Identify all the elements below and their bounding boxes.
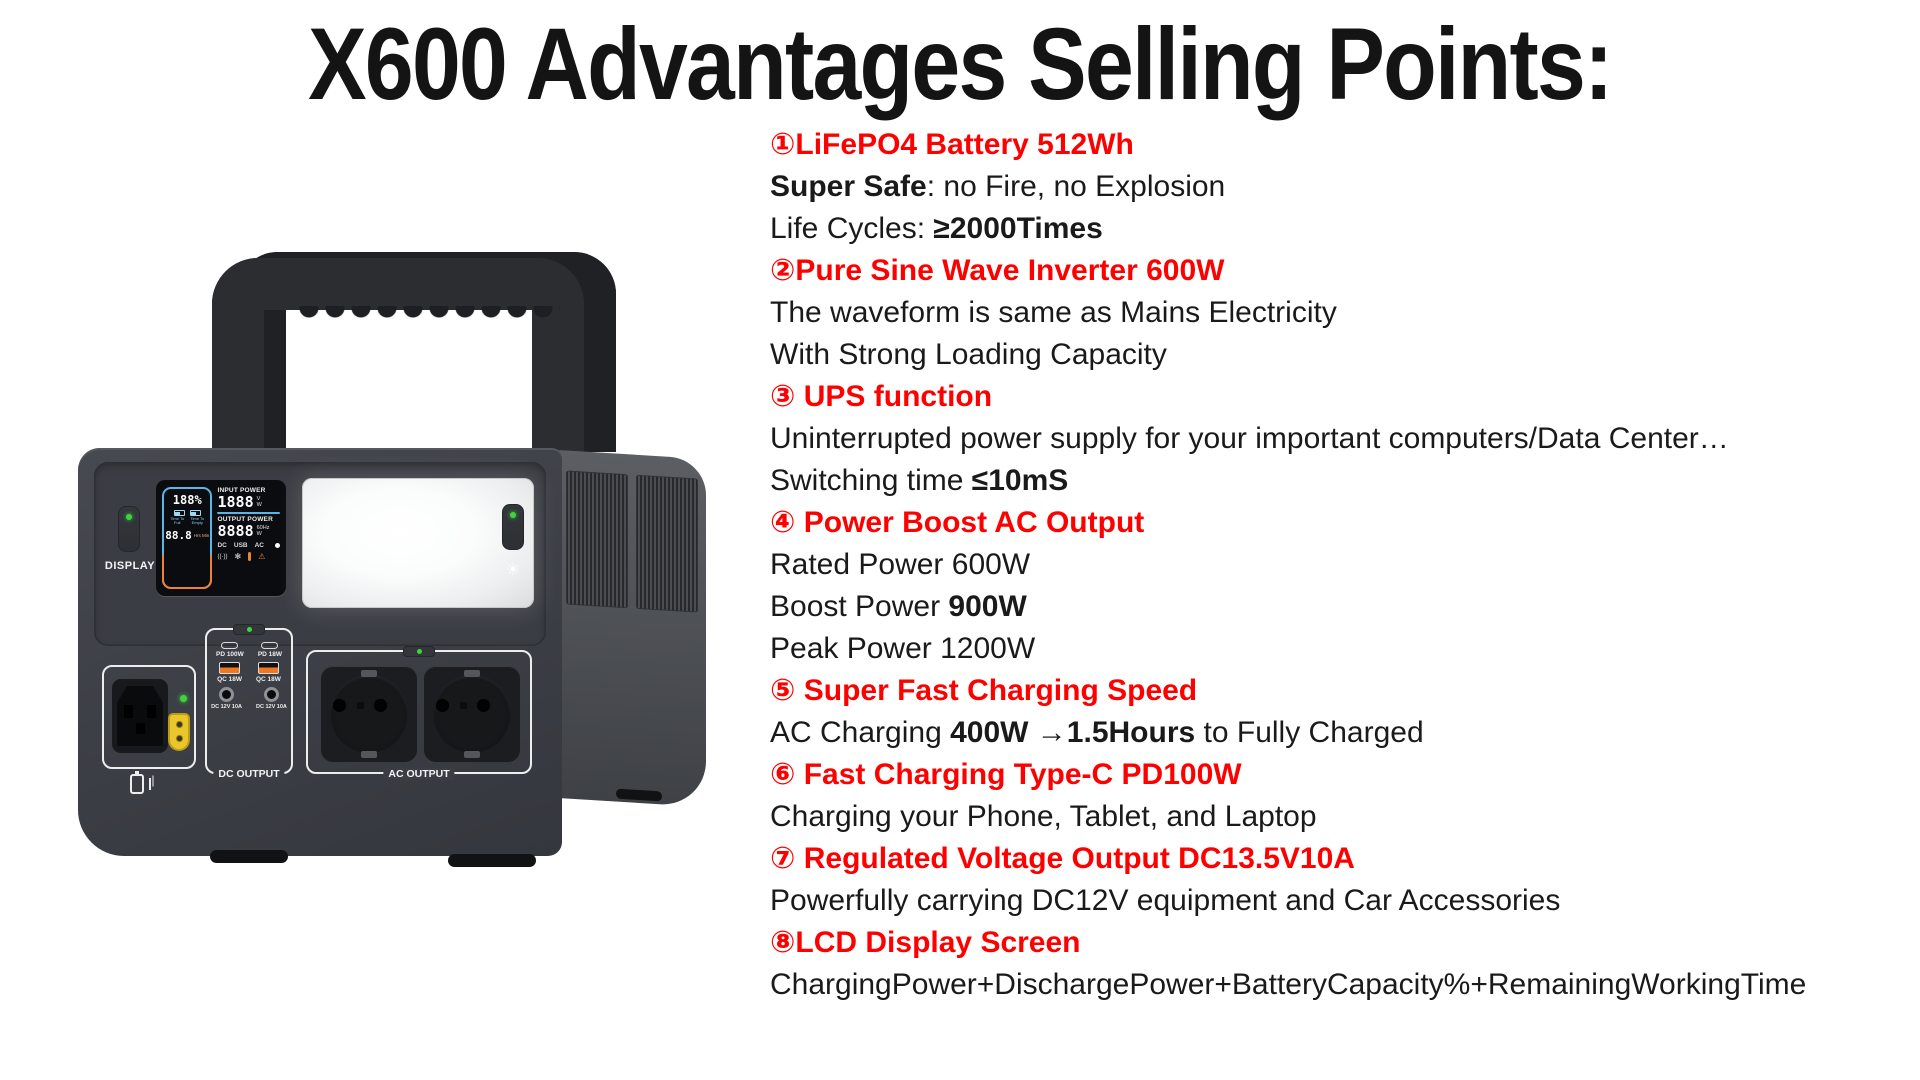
wireless-signal-icon: ((·)) (217, 553, 228, 560)
input-power-units: V W (256, 496, 262, 508)
dc-output-section-label: DC OUTPUT (213, 768, 285, 780)
vent-grille (566, 470, 628, 609)
handle-grip-ridges (296, 306, 560, 321)
portable-power-station-image: DISPLAY 188% Time To Full Time To Empty … (60, 250, 740, 875)
remaining-time-value: 88.8 (165, 529, 192, 542)
device-foot (210, 850, 288, 863)
battery-gauge: 188% Time To Full Time To Empty 88.8 Hrs… (162, 487, 213, 589)
ac-output-led-button (403, 646, 435, 657)
selling-point-line: Life Cycles: ≥2000Times (770, 212, 1103, 245)
selling-point-line: With Strong Loading Capacity (770, 338, 1167, 371)
selling-point-line: Switching time ≤10mS (770, 464, 1069, 497)
ac-output-section-label: AC OUTPUT (383, 768, 455, 780)
time-to-full-label: Time To Full (170, 516, 185, 525)
port-label: QC 18W (217, 676, 242, 683)
selling-point-line: Powerfully carrying DC12V equipment and … (770, 884, 1561, 917)
battery-percent: 188% (172, 493, 202, 507)
selling-point-line: ⑧LCD Display Screen (770, 926, 1081, 959)
time-to-empty-label: Time To Empty (190, 516, 205, 525)
page-title-wrap: X600 Advantages Selling Points: (0, 6, 1920, 123)
display-button-label: DISPLAY (104, 560, 156, 572)
page-title: X600 Advantages Selling Points: (308, 7, 1613, 121)
lcd-divider (217, 512, 280, 514)
selling-point-line: ④ Power Boost AC Output (770, 506, 1145, 539)
selling-point-line: Rated Power 600W (770, 548, 1031, 581)
remaining-time-units: Hrs Min (193, 533, 210, 538)
schuko-socket (424, 666, 520, 762)
selling-point-line: ①LiFePO4 Battery 512Wh (770, 128, 1134, 161)
selling-point-line: ③ UPS function (770, 380, 993, 413)
selling-point-line: ⑦ Regulated Voltage Output DC13.5V10A (770, 842, 1355, 875)
warning-triangle-icon: ⚠ (258, 551, 266, 561)
selling-point-line: Charging your Phone, Tablet, and Laptop (770, 800, 1317, 833)
mode-ac-label: AC (254, 542, 264, 549)
mode-usb-label: USB (233, 542, 248, 549)
dc-barrel-jack (263, 687, 279, 702)
led-light-panel (302, 478, 534, 608)
device-front-panel: DISPLAY 188% Time To Full Time To Empty … (78, 448, 562, 856)
xt60-connector (168, 713, 190, 751)
usb-a-port (219, 662, 241, 674)
carry-handle (212, 258, 584, 458)
thermometer-icon (248, 552, 252, 561)
light-bulb-icon: ☀ (505, 562, 521, 579)
output-power-value: 8888 (217, 522, 254, 540)
port-label: DC 12V 10A (211, 704, 242, 710)
port-label: QC 18W (256, 676, 281, 683)
selling-point-line: Super Safe: no Fire, no Explosion (770, 170, 1226, 203)
device-foot (448, 854, 536, 867)
usb-c-port (221, 642, 239, 649)
dc-barrel-jack (219, 687, 235, 702)
port-label: DC 12V 10A (256, 704, 287, 710)
output-power-units: 60Hz W (256, 525, 270, 537)
mode-dc-label: DC (217, 542, 227, 549)
schuko-socket (321, 666, 417, 762)
selling-point-line: The waveform is same as Mains Electricit… (770, 296, 1337, 329)
display-button (118, 506, 140, 552)
selling-point-line: ChargingPower+DischargePower+BatteryCapa… (770, 968, 1807, 1001)
device-side-panel (558, 450, 706, 808)
lamp-dot-icon (275, 543, 280, 548)
power-readout: INPUT POWER 1888 V W OUTPUT POWER 8888 6… (217, 487, 280, 589)
input-power-value: 1888 (217, 493, 254, 511)
selling-point-line: ②Pure Sine Wave Inverter 600W (770, 254, 1225, 287)
selling-point-line: Boost Power 900W (770, 590, 1027, 623)
display-panel-inset: DISPLAY 188% Time To Full Time To Empty … (94, 462, 546, 646)
dc-output-group: PD 100W PD 18W QC 18W QC 18W (205, 624, 293, 780)
ac-input-group (102, 665, 196, 769)
dc-output-led-button (233, 624, 265, 635)
battery-icon (189, 510, 201, 516)
charging-plug-icon (130, 771, 151, 794)
port-label: PD 100W (215, 651, 244, 658)
usb-c-port (261, 642, 279, 649)
battery-icon (173, 510, 185, 516)
output-power-label: OUTPUT POWER (217, 516, 273, 523)
lcd-screen: 188% Time To Full Time To Empty 88.8 Hrs… (156, 480, 286, 596)
selling-point-line: AC Charging 400W →1.5Hours to Fully Char… (770, 716, 1424, 749)
selling-point-line: Uninterrupted power supply for your impo… (770, 422, 1729, 455)
fan-icon: ✻ (234, 551, 242, 561)
light-button (502, 504, 524, 550)
charge-status-led (180, 695, 187, 702)
input-power-label: INPUT POWER (217, 487, 266, 494)
vent-grille (636, 474, 698, 613)
ac-input-socket (112, 679, 168, 753)
selling-point-line: ⑤ Super Fast Charging Speed (770, 674, 1198, 707)
ac-output-group: AC OUTPUT (306, 646, 532, 780)
usb-a-port (257, 662, 279, 674)
port-label: PD 18W (257, 651, 283, 658)
selling-point-line: Peak Power 1200W (770, 632, 1036, 665)
selling-points: ①LiFePO4 Battery 512Wh Super Safe: no Fir… (770, 124, 1910, 1006)
selling-point-line: ⑥ Fast Charging Type-C PD100W (770, 758, 1242, 791)
